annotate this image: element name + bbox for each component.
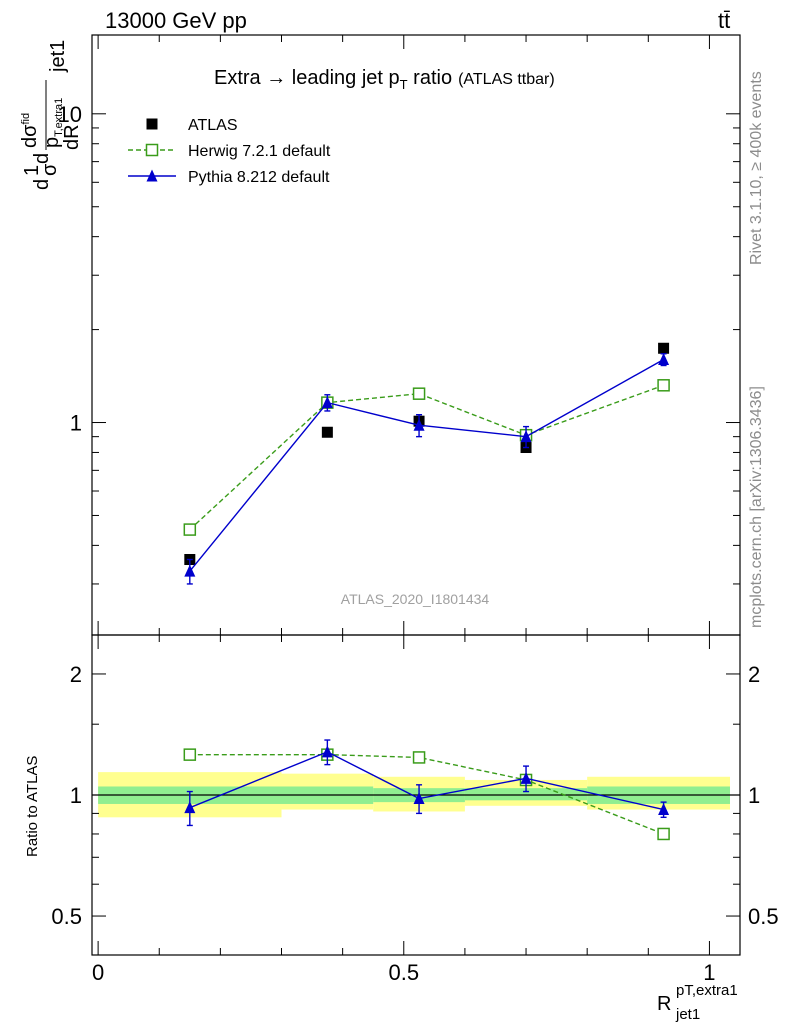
y-title-fid: fid xyxy=(20,113,32,125)
x-tick-label: 0.5 xyxy=(388,960,419,985)
y-title-dsigma: dσ xyxy=(19,124,41,148)
svg-text:jet1: jet1 xyxy=(675,1006,700,1023)
y-title-dR: dR xyxy=(61,124,83,150)
svg-text:1: 1 xyxy=(21,165,43,176)
y-title-ptsub: T,extra1 xyxy=(53,98,65,137)
process-label: tt̄ xyxy=(718,8,730,33)
ratio-axis-label: Ratio to ATLAS xyxy=(24,756,41,857)
title-rest: ratio xyxy=(408,67,452,89)
main-panel: 1 10 ATLAS_2020_I1801434 Extra → leading … xyxy=(19,34,741,636)
y-tick-label-right: 2 xyxy=(748,662,760,687)
chart-title: Extra → leading jet pT ratio (ATLAS ttbar… xyxy=(214,67,555,92)
series-point-1 xyxy=(657,827,670,841)
title-main: Extra → leading jet p xyxy=(214,67,400,89)
y-title-d: d xyxy=(31,179,53,190)
legend-marker-0 xyxy=(146,118,158,130)
svg-text:dR: dR xyxy=(61,124,83,150)
series-point-2 xyxy=(413,792,425,805)
series-point-1 xyxy=(412,387,426,400)
x-tick-label: 0 xyxy=(92,960,104,985)
series-point-2 xyxy=(321,745,333,758)
series-point-2 xyxy=(658,803,670,816)
svg-text:R: R xyxy=(657,993,671,1015)
rivet-label: Rivet 3.1.10, ≥ 400k events xyxy=(748,71,765,265)
mcplots-label: mcplots.cern.ch [arXiv:1306.3436] xyxy=(748,386,765,628)
x-title-sub: jet1 xyxy=(675,1006,700,1023)
series-line-1 xyxy=(189,753,664,835)
legend-label-0: ATLAS xyxy=(188,117,238,134)
y-tick-label: 2 xyxy=(70,662,82,687)
y-tick-label: 10 xyxy=(58,102,82,127)
series-point-1 xyxy=(183,748,197,761)
svg-text:jet1: jet1 xyxy=(47,40,69,73)
y-tick-label: 0.5 xyxy=(51,904,82,929)
title-tag: (ATLAS ttbar) xyxy=(458,71,555,88)
svg-text:d: d xyxy=(31,153,53,164)
x-axis-title: R pT,extra1 jet1 xyxy=(657,982,738,1023)
legend-label-1: Herwig 7.2.1 default xyxy=(188,143,331,160)
watermark: ATLAS_2020_I1801434 xyxy=(341,591,490,607)
series-line-2 xyxy=(189,358,664,572)
series-point-0 xyxy=(658,342,670,354)
energy-label: 13000 GeV pp xyxy=(105,8,247,33)
x-title-sup: pT,extra1 xyxy=(676,982,738,999)
legend-label-2: Pythia 8.212 default xyxy=(188,169,330,186)
legend-marker-1 xyxy=(145,143,159,157)
y-tick-label-right: 1 xyxy=(748,783,760,808)
x-title-main: R xyxy=(657,993,671,1015)
svg-text:pT,extra1: pT,extra1 xyxy=(676,982,738,999)
y-title-d2: d xyxy=(31,153,53,164)
series-point-1 xyxy=(412,751,426,764)
ratio-panel: 0.5 0.5 1 1 2 2 Ratio to ATLAS xyxy=(24,634,779,956)
y-title-sigma-small: σ xyxy=(39,163,61,176)
series-point-2 xyxy=(413,418,425,431)
series-line-1 xyxy=(189,384,664,531)
series-point-1 xyxy=(657,379,670,392)
series-point-2 xyxy=(184,801,196,814)
svg-text:pT,extra1: pT,extra1 xyxy=(41,98,65,148)
series-point-2 xyxy=(658,353,670,366)
series-point-2 xyxy=(520,771,532,784)
svg-text:dσfid: dσfid xyxy=(19,113,41,148)
y-tick-label-right: 0.5 xyxy=(748,904,779,929)
legend: ATLAS Herwig 7.2.1 default Pythia 8.212 de… xyxy=(128,117,331,186)
series-point-2 xyxy=(520,430,532,443)
series-point-0 xyxy=(321,426,333,438)
svg-text:d: d xyxy=(31,179,53,190)
series-point-2 xyxy=(184,564,196,577)
y-title-frac: 1 xyxy=(21,165,43,176)
y-tick-label: 1 xyxy=(70,783,82,808)
ratio-band-stat xyxy=(464,788,588,801)
y-title-jet: jet1 xyxy=(47,40,69,73)
series-point-2 xyxy=(321,396,333,409)
legend-marker-2 xyxy=(146,169,158,182)
y-axis-title: d 1 σ d dσfid pT,extra1 jet1 dR xyxy=(19,40,83,190)
svg-text:σ: σ xyxy=(39,163,61,176)
y-title-dpt: p xyxy=(41,137,63,148)
series-point-1 xyxy=(183,523,197,536)
x-tick-label: 1 xyxy=(703,960,715,985)
y-tick-label: 1 xyxy=(70,411,82,436)
title-sub: T xyxy=(400,77,408,92)
